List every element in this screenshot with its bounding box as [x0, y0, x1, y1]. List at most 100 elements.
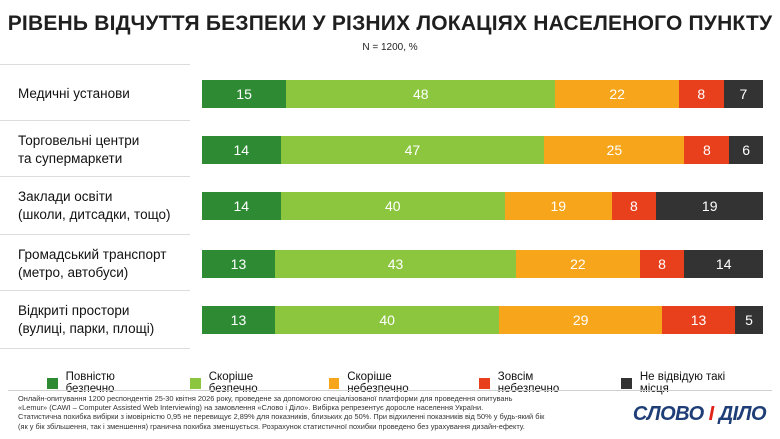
row-label-line: (школи, дитсадки, тощо)	[18, 207, 171, 222]
row-separator	[0, 176, 190, 177]
bar-segment: 19	[656, 192, 763, 220]
bar-segment: 6	[729, 136, 763, 164]
legend-item: Скоріше небезпечно	[328, 371, 453, 395]
data-label: 15	[236, 86, 252, 102]
bar-segment: 48	[286, 80, 556, 108]
bar-segment: 14	[202, 136, 281, 164]
bar-segment: 13	[202, 250, 275, 278]
footnote-line: Онлайн-опитування 1200 респондентів 25-3…	[18, 394, 513, 403]
stacked-bar: 13 43 22 8 14	[202, 250, 763, 278]
data-label: 8	[630, 198, 638, 214]
data-label: 22	[609, 86, 625, 102]
data-label: 13	[230, 256, 247, 272]
bar-segment: 19	[504, 192, 612, 220]
data-label: 43	[387, 256, 404, 272]
bar-segment: 22	[555, 80, 679, 108]
data-label: 40	[384, 198, 401, 214]
data-label: 19	[550, 198, 567, 214]
row-label-line: Заклади освіти	[18, 189, 113, 204]
bar-segment: 15	[202, 80, 287, 108]
footer-divider	[8, 390, 772, 391]
row-label-line: (вулиці, парки, площі)	[18, 321, 155, 336]
row-label-line: (метро, автобуси)	[18, 265, 129, 280]
bar-segment: 5	[734, 306, 763, 334]
bar-segment: 7	[723, 80, 763, 108]
data-label: 40	[379, 312, 395, 328]
bar-segment: 8	[639, 250, 685, 278]
data-label: 13	[230, 312, 247, 328]
data-label: 22	[570, 256, 586, 272]
legend-label: Скоріше безпечно	[208, 371, 258, 395]
row-label-line: та супермаркети	[18, 151, 123, 166]
logo-word-slovo: СЛОВО	[632, 403, 704, 425]
legend-swatch	[479, 377, 490, 389]
row-separator	[0, 120, 190, 121]
stacked-bar: 14 40 19 8 19	[202, 192, 763, 220]
logo-word-i: І	[708, 403, 715, 425]
legend-label: Не відвідую такі місця	[639, 371, 726, 395]
bar-segment: 14	[202, 192, 281, 220]
bar-segment: 14	[684, 250, 763, 278]
data-label: 6	[742, 142, 751, 158]
bar-segment: 13	[662, 306, 735, 334]
data-label: 48	[412, 86, 429, 102]
footnote-line: Статистична похибка вибірки з імовірніст…	[18, 412, 545, 422]
row-separator	[0, 64, 190, 65]
data-label: 47	[404, 142, 421, 158]
row-label-line: Громадський транспорт	[18, 247, 167, 262]
data-label: 8	[702, 142, 711, 158]
bar-segment: 13	[202, 306, 275, 334]
row-label-line: Торговельні центри	[18, 133, 140, 148]
data-label: 13	[690, 312, 707, 328]
row-label: Заклади освіти (школи, дитсадки, тощо)	[18, 188, 198, 224]
bar-segment: 8	[611, 192, 657, 220]
row-separator	[0, 348, 190, 349]
bar-segment: 43	[274, 250, 517, 278]
bar-segment: 40	[280, 192, 505, 220]
row-label: Торговельні центри та супермаркети	[18, 132, 198, 168]
bar-segment: 25	[544, 136, 685, 164]
data-label: 19	[701, 198, 718, 214]
legend-item: Повністю безпечно	[47, 371, 163, 395]
chart-title: РІВЕНЬ ВІДЧУТТЯ БЕЗПЕКИ У РІЗНИХ ЛОКАЦІЯ…	[7, 12, 773, 35]
footnote-line: (як у бік збільшення, так і зменшення) г…	[18, 421, 525, 431]
legend-swatch	[621, 377, 632, 389]
data-label: 14	[715, 256, 732, 272]
legend-swatch	[190, 377, 201, 389]
legend-item: Скоріше безпечно	[190, 371, 301, 395]
bar-segment: 29	[499, 306, 663, 334]
legend-label: Повністю безпечно	[65, 371, 115, 395]
chart-legend: Повністю безпечно Скоріше безпечно Скоріше…	[47, 371, 780, 395]
bar-segment: 47	[280, 136, 545, 164]
footnote-line: «Lemur» (CAWI – Computer Assisted Web In…	[18, 403, 484, 413]
data-label: 7	[739, 86, 748, 102]
data-label: 29	[572, 312, 589, 328]
row-separator	[0, 290, 190, 291]
legend-swatch	[47, 377, 58, 389]
stacked-bar: 13 40 29 13 5	[202, 306, 763, 334]
legend-label: Зовсім небезпечно	[497, 371, 560, 395]
bar-segment: 40	[274, 306, 500, 334]
legend-item: Зовсім небезпечно	[479, 371, 594, 395]
data-label: 5	[745, 312, 753, 328]
row-separator	[0, 234, 190, 235]
stacked-bar: 14 47 25 8 6	[202, 136, 763, 164]
bar-segment: 8	[678, 80, 724, 108]
legend-item: Не відвідую такі місця	[621, 371, 753, 395]
legend-label: Скоріше небезпечно	[347, 371, 409, 395]
stacked-bar: 15 48 22 8 7	[202, 80, 763, 108]
data-label: 8	[658, 256, 666, 272]
bar-segment: 22	[516, 250, 640, 278]
logo-word-dilo: ДІЛО	[718, 403, 767, 425]
row-label-line: Відкриті простори	[18, 303, 130, 318]
row-label: Медичні установи	[18, 85, 198, 103]
data-label: 14	[233, 142, 250, 158]
row-label-line: Медичні установи	[18, 86, 130, 101]
data-label: 14	[233, 198, 250, 214]
brand-logo: СЛОВО І ДІЛО	[632, 403, 767, 426]
row-label: Громадський транспорт (метро, автобуси)	[18, 246, 198, 282]
data-label: 8	[697, 86, 706, 102]
legend-swatch	[328, 377, 340, 389]
methodology-footnote: Онлайн-опитування 1200 респондентів 25-3…	[18, 394, 578, 431]
data-label: 25	[606, 142, 623, 158]
